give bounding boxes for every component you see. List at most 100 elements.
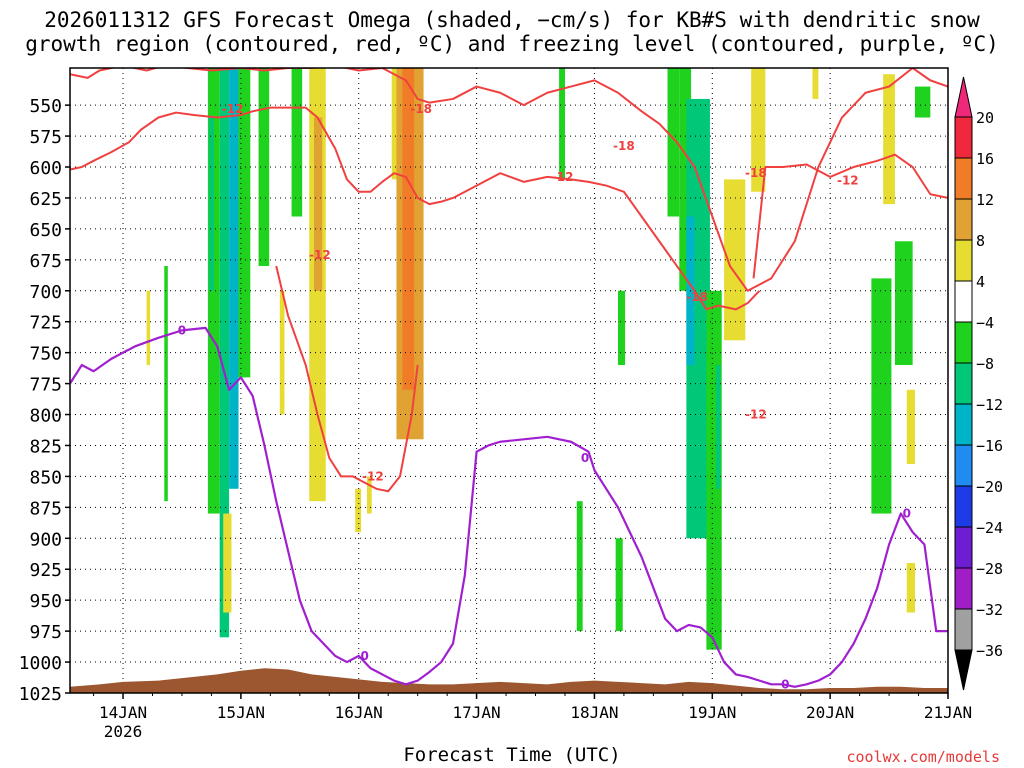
terrain-surface xyxy=(70,668,948,693)
omega-region-32 xyxy=(915,86,931,118)
omega-region-25 xyxy=(751,68,766,192)
contour-dgz_-12_right xyxy=(752,153,948,279)
omega-region-35 xyxy=(164,266,168,502)
colorbar-label-13: −36 xyxy=(976,642,1003,660)
colorbar-label-12: −32 xyxy=(976,601,1003,619)
colorbar-label-9: −20 xyxy=(976,478,1003,496)
colorbar-band-1 xyxy=(954,157,973,200)
contour-label-layer: -12 -18 -12 -18 -18 -12 -12 -18 -12 -12 0 0 0 0 0 xyxy=(178,102,911,691)
chart-title-line-1: 2026011312 GFS Forecast Omega (shaded, −… xyxy=(44,8,980,32)
y-tick-label-700: 700 xyxy=(29,282,62,303)
plot-frame xyxy=(69,67,949,694)
omega-region-8 xyxy=(391,68,402,180)
x-tick-label-15JAN: 15JAN xyxy=(217,703,265,722)
contour-label-2: -12 xyxy=(552,170,574,184)
y-tick-label-1025: 1025 xyxy=(19,684,62,705)
omega-region-3 xyxy=(238,68,251,378)
y-tick-label-800: 800 xyxy=(29,406,62,427)
omega-region-0 xyxy=(207,68,220,514)
y-tick-label-675: 675 xyxy=(29,251,62,272)
y-tick-label-900: 900 xyxy=(29,529,62,550)
y-tick-label-650: 650 xyxy=(29,220,62,241)
y-tick-label-725: 725 xyxy=(29,313,62,334)
colorbar-band-0 xyxy=(954,116,973,159)
plot-border xyxy=(69,67,949,694)
y-tick-label-750: 750 xyxy=(29,344,62,365)
contour-label-4: -18 xyxy=(745,166,767,180)
x-tick-sublabel: 2026 xyxy=(104,722,143,741)
contour-label-14: 0 xyxy=(903,507,911,521)
contour-label-1: -18 xyxy=(410,102,432,116)
contour-label-13: 0 xyxy=(781,677,789,691)
omega-region-2 xyxy=(229,68,239,489)
contour-label-7: -18 xyxy=(686,290,708,304)
omega-region-36 xyxy=(279,290,285,415)
colorbar-band-11 xyxy=(954,567,973,610)
y-tick-label-850: 850 xyxy=(29,467,62,488)
colorbar-label-10: −24 xyxy=(976,519,1003,537)
colorbar-label-2: 12 xyxy=(976,191,994,209)
x-tick-label-20JAN: 20JAN xyxy=(806,703,854,722)
omega-region-9 xyxy=(366,476,372,514)
colorbar-band-6 xyxy=(954,362,973,405)
contour-label-5: -12 xyxy=(837,174,859,188)
omega-region-14 xyxy=(209,117,214,291)
y-tick-label-575: 575 xyxy=(29,127,62,148)
omega-region-23 xyxy=(576,501,583,632)
contour-label-11: 0 xyxy=(360,649,368,663)
omega-region-33 xyxy=(812,68,819,99)
colorbar: 20 16 12 8 4 −4 −8 −12 −16 −20 −24 −28 −32 −36 xyxy=(954,76,1003,691)
omega-region-31 xyxy=(906,563,916,613)
omega-region-30 xyxy=(906,389,916,465)
colorbar-label-4: 4 xyxy=(976,273,985,291)
contour-dgz_-12_upper xyxy=(70,106,761,311)
x-tick-label-19JAN: 19JAN xyxy=(688,703,736,722)
colorbar-label-1: 16 xyxy=(976,150,994,168)
omega-region-22 xyxy=(615,538,623,632)
colorbar-label-6: −8 xyxy=(976,355,994,373)
contour-label-10: 0 xyxy=(178,323,186,337)
omega-region-15 xyxy=(667,68,680,217)
credit-text: coolwx.com/models xyxy=(846,748,1000,766)
contour-layer xyxy=(70,68,948,688)
colorbar-band-9 xyxy=(954,485,973,528)
chart-title-line-2: growth region (contoured, red, ºC) and f… xyxy=(25,32,999,56)
omega-region-24 xyxy=(559,68,565,180)
y-tick-label-600: 600 xyxy=(29,158,62,179)
x-tick-label-16JAN: 16JAN xyxy=(335,703,383,722)
y-tick-label-550: 550 xyxy=(29,96,62,117)
colorbar-band-7 xyxy=(954,403,973,446)
omega-region-26 xyxy=(724,179,746,341)
y-tick-label-1000: 1000 xyxy=(19,653,62,674)
omega-region-7 xyxy=(313,117,323,291)
colorbar-label-5: −4 xyxy=(976,314,994,332)
omega-region-11 xyxy=(402,68,415,390)
colorbar-band-4 xyxy=(954,280,973,323)
contour-dgz_-12_lower_loop xyxy=(275,265,419,493)
x-tick-label-14JAN: 14JAN xyxy=(99,703,147,722)
omega-region-4 xyxy=(258,68,270,267)
colorbar-label-11: −28 xyxy=(976,560,1003,578)
x-tick-label-17JAN: 17JAN xyxy=(453,703,501,722)
colorbar-label-7: −12 xyxy=(976,396,1003,414)
colorbar-band-5 xyxy=(954,321,973,364)
contour-label-12: 0 xyxy=(581,451,589,465)
y-tick-label-775: 775 xyxy=(29,375,62,396)
colorbar-band-8 xyxy=(954,444,973,487)
y-tick-label-625: 625 xyxy=(29,189,62,210)
omega-region-16 xyxy=(679,68,692,291)
omega-region-21 xyxy=(618,290,626,366)
grid-layer xyxy=(70,68,949,694)
colorbar-band-10 xyxy=(954,526,973,569)
omega-region-12 xyxy=(355,488,362,533)
omega-region-29 xyxy=(894,241,913,366)
terrain-layer xyxy=(70,668,948,693)
colorbar-band-12 xyxy=(954,608,973,651)
contour-label-0: -12 xyxy=(222,102,244,116)
colorbar-top-arrow xyxy=(954,76,973,118)
contour-dgz_-18_upper xyxy=(70,68,948,292)
omega-region-1 xyxy=(219,68,230,638)
y-tick-label-825: 825 xyxy=(29,436,62,457)
omega-region-5 xyxy=(291,68,303,217)
